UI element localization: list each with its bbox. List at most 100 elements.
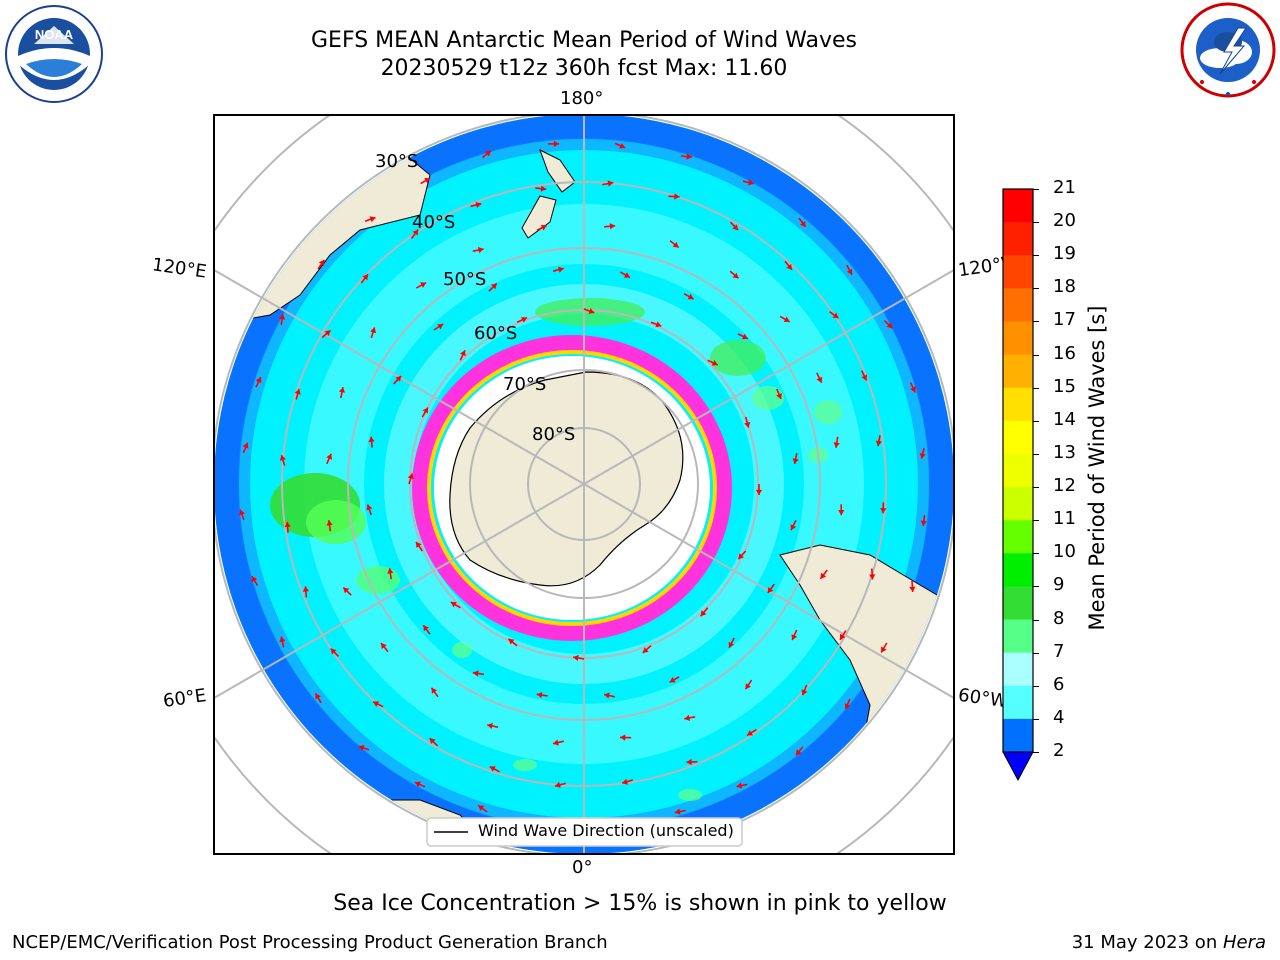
colorbar-under-arrow [1002, 751, 1034, 782]
wind-wave-arrow-head [738, 553, 744, 560]
title-line-1: GEFS MEAN Antarctic Mean Period of Wind … [311, 28, 857, 53]
wind-wave-arrow-head [800, 220, 806, 227]
wind-wave-arrow-head [358, 745, 365, 751]
colorbar-tick-mark [1033, 752, 1039, 753]
wind-wave-arrow-head [684, 714, 690, 721]
colorbar-tick-label: 7 [1053, 640, 1065, 662]
wind-wave-arrow-head [573, 654, 579, 662]
wind-wave-arrow-head [255, 377, 262, 384]
wind-wave-arrow-head [429, 738, 436, 744]
colorbar-tick-mark [1033, 255, 1039, 257]
wind-wave-arrow-head [838, 510, 845, 516]
colorbar-tick-mark [1033, 520, 1039, 522]
colorbar-tick-mark [1033, 586, 1039, 588]
wind-wave-arrow-head [604, 692, 610, 699]
wind-wave-arrow-head [880, 508, 887, 514]
footer-date-text: 31 May 2023 on [1071, 932, 1223, 953]
wind-wave-arrow-head [366, 504, 373, 511]
colorbar-tick-mark [1033, 222, 1039, 224]
wind-wave-arrow-head [553, 140, 559, 147]
colorbar-tick-mark [1033, 321, 1039, 323]
lat-label-40s: 40°S [412, 212, 456, 233]
colorbar-tick-label: 13 [1053, 441, 1076, 463]
lat-label-60s: 60°S [474, 323, 518, 344]
wind-wave-arrow-head [875, 440, 882, 447]
wind-wave-arrow-head [521, 317, 527, 323]
noaa-logo-text: NOAA [35, 27, 74, 42]
wind-wave-arrow-head [846, 268, 853, 275]
wind-wave-arrow-head [508, 638, 515, 645]
wind-wave-arrow-head [820, 572, 827, 579]
wind-wave-arrow-head [420, 282, 427, 288]
colorbar-segment [1003, 652, 1033, 687]
wind-wave-arrow-head [284, 521, 291, 528]
wind-wave-arrow-head [609, 223, 616, 230]
colorbar-tick-mark [1033, 420, 1039, 422]
wind-wave-arrow-head [540, 185, 547, 192]
wind-wave-arrow-head [607, 180, 614, 187]
colorbar-segment [1003, 553, 1033, 587]
wind-wave-arrow-head [558, 266, 564, 273]
colorbar-segment [1003, 420, 1033, 455]
wind-wave-arrow-head [478, 246, 484, 254]
wind-wave-arrow-head [736, 782, 743, 789]
wind-wave-arrow-head [909, 586, 916, 592]
map-legend [426, 817, 743, 847]
colorbar-tick-label: 6 [1053, 673, 1065, 695]
wind-wave-arrow-head [741, 333, 748, 340]
colorbar-tick-label: 9 [1053, 574, 1065, 596]
wind-wave-arrow-head [536, 692, 543, 699]
wind-wave-arrow-head [861, 374, 868, 381]
wind-wave-arrow-head [748, 179, 754, 186]
map-frame [213, 114, 955, 855]
wind-wave-arrow-head [424, 177, 431, 184]
wind-wave-arrow-head [687, 293, 694, 300]
wind-wave-arrow-head [326, 453, 332, 460]
wind-wave-arrow-head [373, 701, 380, 707]
wind-wave-arrow-head [655, 321, 662, 328]
colorbar-segment [1003, 222, 1033, 256]
wind-wave-arrow-head [840, 633, 846, 640]
wind-wave-arrow-head [489, 766, 496, 772]
wind-wave-arrow-head [642, 647, 649, 653]
colorbar-label: Mean Period of Wind Waves [s] [1085, 305, 1109, 631]
wind-wave-arrow-head [844, 703, 851, 710]
colorbar-tick-label: 20 [1053, 210, 1076, 232]
colorbar-tick-label: 10 [1053, 541, 1076, 563]
wind-wave-arrow-head [368, 436, 375, 443]
wind-wave-arrow-head [251, 576, 258, 583]
footer-producer: NCEP/EMC/Verification Post Processing Pr… [12, 932, 608, 953]
colorbar-tick-label: 21 [1053, 177, 1076, 198]
wind-wave-arrow-head [833, 442, 840, 448]
wind-wave-arrow-head [686, 758, 692, 766]
colorbar-tick-label: 17 [1053, 309, 1076, 331]
wind-wave-arrow-head [431, 687, 437, 694]
wind-wave-arrow-head [619, 142, 626, 149]
wind-wave-arrow-head [324, 330, 331, 337]
colorbar-segment [1003, 487, 1033, 521]
colorbar-tick-mark [1033, 652, 1039, 654]
colorbar-segment [1003, 189, 1033, 223]
wind-wave-arrow-head [279, 314, 286, 320]
wind-wave-arrow-head [700, 610, 707, 617]
wind-wave-arrows [239, 140, 927, 830]
wind-wave-arrow-head [672, 241, 679, 248]
wind-wave-arrow-head [395, 375, 402, 382]
wind-wave-arrow-head [801, 689, 808, 696]
wind-wave-arrow-head [412, 229, 419, 236]
colorbar-segment [1003, 321, 1033, 356]
colorbar-tick-label: 2 [1053, 740, 1065, 761]
colorbar-tick-mark [1033, 387, 1039, 389]
wind-wave-arrow-head [728, 641, 735, 648]
colorbar-tick-mark [1033, 288, 1039, 290]
wind-wave-arrow-head [302, 586, 309, 592]
wind-wave-arrow-head [279, 636, 286, 643]
wind-wave-arrow-head [239, 509, 245, 516]
graticule [214, 115, 954, 854]
colorbar-segment [1003, 718, 1033, 753]
wind-wave-arrow-head [423, 625, 429, 632]
lat-label-30s: 30°S [375, 151, 419, 172]
noaa-logo: NOAA [4, 4, 104, 104]
wind-wave-arrow-head [624, 272, 630, 278]
colorbar-tick-mark [1033, 189, 1039, 190]
